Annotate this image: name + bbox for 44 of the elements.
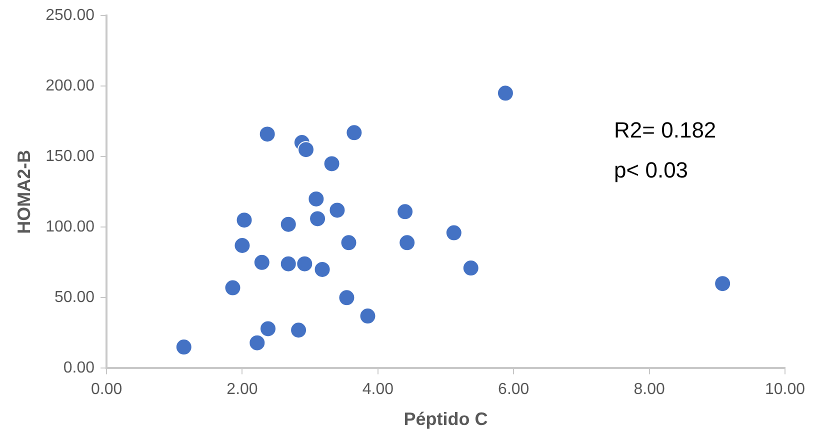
- point: [462, 260, 480, 277]
- x-tick-label: 8.00: [634, 381, 665, 398]
- point: [714, 275, 732, 292]
- point: [323, 155, 340, 172]
- annotation: p< 0.03: [614, 158, 688, 183]
- point: [253, 254, 270, 271]
- x-axis-title: Péptido C: [404, 409, 488, 430]
- point: [496, 84, 514, 102]
- y-tick-label: 150.00: [46, 148, 95, 166]
- point: [314, 260, 331, 278]
- y-axis-title: HOMA2-B: [14, 150, 34, 234]
- point: [340, 234, 358, 252]
- point: [236, 212, 253, 229]
- point: [258, 126, 276, 143]
- point: [308, 190, 325, 208]
- point: [280, 216, 297, 233]
- x-tick-label: 2.00: [226, 381, 258, 398]
- x-tick-label: 10.00: [764, 381, 806, 398]
- point: [290, 322, 308, 339]
- point: [280, 255, 297, 272]
- y-tick-label: 100.00: [46, 218, 95, 236]
- x-tick-label: 0.00: [90, 381, 122, 398]
- point: [359, 308, 376, 325]
- point: [296, 255, 314, 272]
- point: [398, 234, 416, 252]
- point: [224, 279, 242, 296]
- point: [260, 320, 277, 338]
- y-tick-label: 0.00: [63, 360, 95, 377]
- x-tick-label: 6.00: [498, 381, 530, 398]
- point: [234, 236, 251, 254]
- point: [346, 124, 363, 142]
- y-tick-label: 250.00: [46, 7, 95, 24]
- y-tick-label: 200.00: [46, 78, 95, 95]
- x-tick-label: 4.00: [362, 381, 394, 398]
- point: [328, 202, 346, 219]
- point: [248, 334, 266, 352]
- point: [396, 203, 414, 220]
- point: [175, 338, 192, 356]
- point: [309, 210, 326, 228]
- point: [445, 224, 462, 242]
- y-tick-label: 50.00: [54, 289, 95, 306]
- point: [338, 289, 356, 306]
- annotation: R2= 0.182: [614, 118, 716, 143]
- point: [298, 141, 315, 158]
